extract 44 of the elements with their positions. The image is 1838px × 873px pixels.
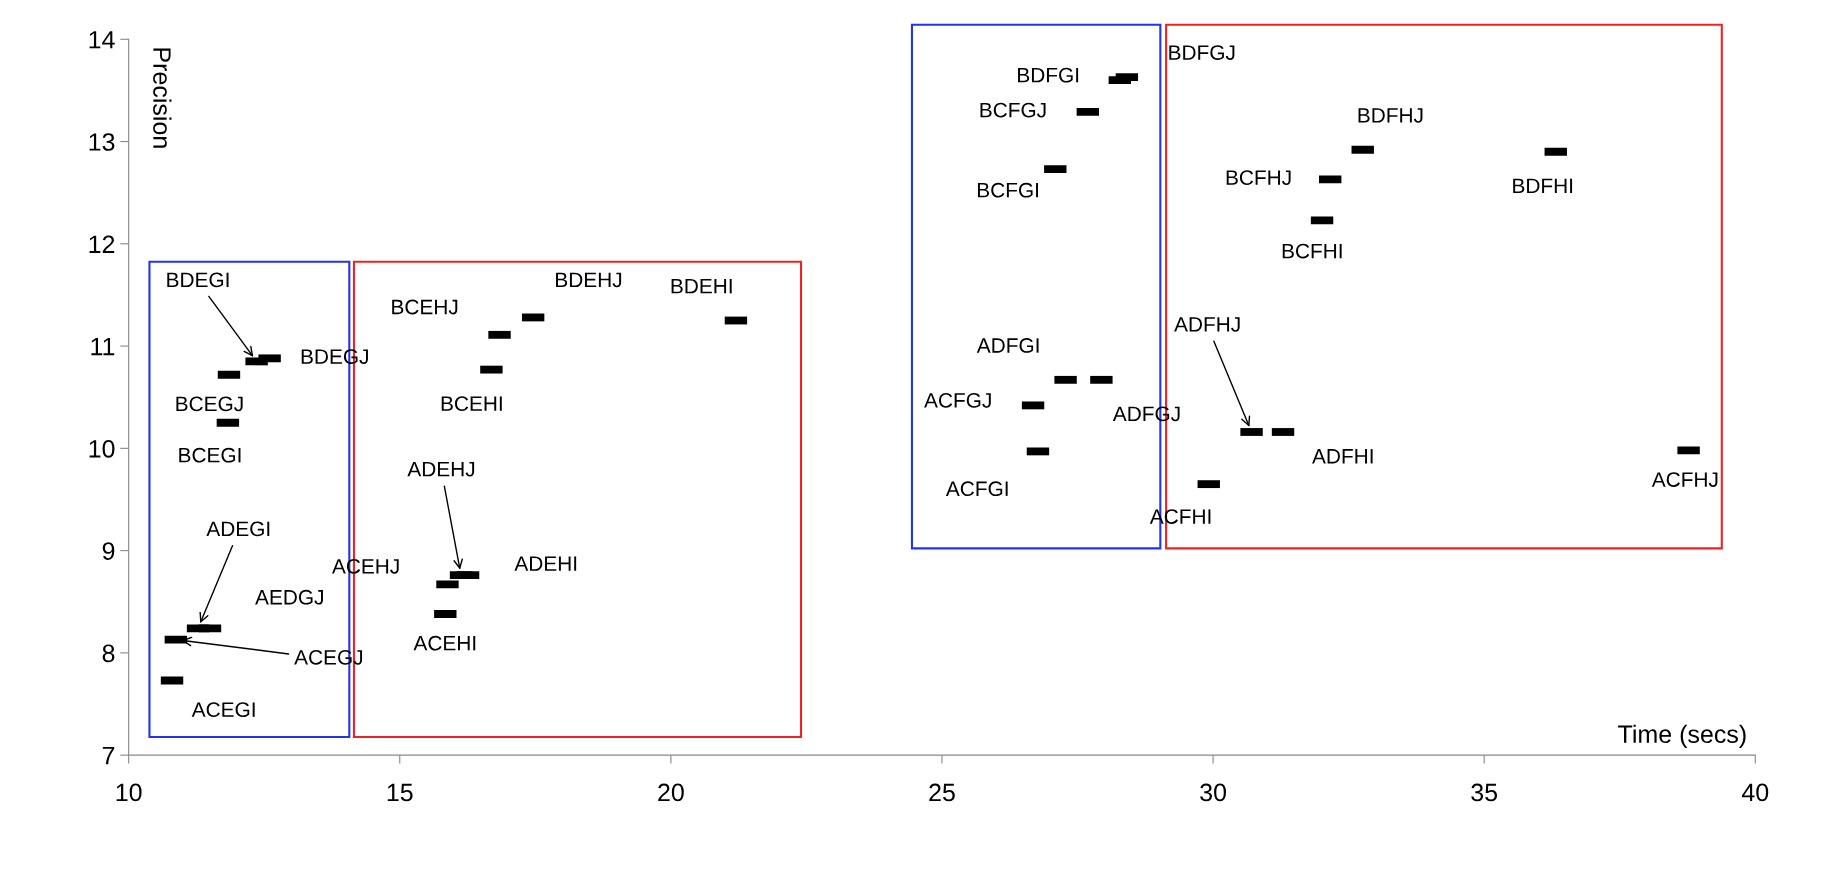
x-tick-label: 15 — [387, 783, 413, 802]
x-tick-label: 25 — [929, 783, 955, 802]
data-label: BCEHJ — [392, 299, 458, 315]
data-label: BCFHI — [1282, 243, 1342, 259]
data-label: BDFHJ — [1358, 108, 1423, 123]
y-tick-label: 14 — [89, 31, 115, 49]
data-label: BDFGI — [1018, 67, 1079, 83]
x-tick-label: 35 — [1471, 783, 1498, 802]
x-axis-title: Time (secs) — [1618, 724, 1746, 748]
data-label: BCEHI — [441, 396, 502, 412]
y-tick-label: 11 — [91, 337, 115, 356]
data-label: BCEGJ — [176, 396, 243, 412]
data-label: ACEHI — [413, 635, 476, 651]
data-label: ADEHI — [514, 556, 577, 571]
data-label: BDEHJ — [556, 272, 622, 288]
data-label: BDEGI — [167, 272, 229, 288]
x-tick-label: 30 — [1200, 783, 1227, 802]
data-label: ADEGI — [206, 521, 270, 537]
data-label: BCFHJ — [1226, 170, 1291, 185]
data-label: ACEGI — [191, 702, 255, 718]
data-label: ACFHJ — [1651, 472, 1718, 487]
y-tick-label: 7 — [102, 747, 115, 765]
data-label: BCEGI — [179, 447, 241, 463]
data-label: ACFGJ — [924, 392, 991, 408]
y-tick-label: 10 — [89, 439, 115, 458]
data-label: AEDGJ — [255, 589, 323, 605]
y-tick-label: 12 — [89, 235, 115, 253]
data-label: BCFGJ — [980, 102, 1046, 118]
x-tick-label: 20 — [658, 783, 684, 802]
data-label: ADEHJ — [407, 462, 475, 477]
y-tick-label: 8 — [102, 644, 115, 663]
data-label: BCFGI — [977, 182, 1038, 198]
y-axis-title: Precision — [153, 48, 172, 148]
x-tick-label: 10 — [116, 783, 142, 802]
y-tick-label: 13 — [89, 133, 115, 151]
data-label: ADFHJ — [1174, 317, 1240, 332]
x-tick-label: 40 — [1741, 783, 1769, 802]
data-label: BDFGJ — [1169, 45, 1235, 60]
y-tick-label: 9 — [102, 542, 115, 560]
data-label: BDFHI — [1513, 178, 1573, 193]
data-label: ADFHI — [1312, 449, 1373, 464]
data-label: BDEHI — [671, 279, 732, 294]
data-label: ACFGI — [945, 481, 1008, 497]
data-label: ADFGI — [976, 338, 1039, 353]
